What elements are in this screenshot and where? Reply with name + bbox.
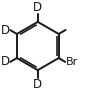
Text: D: D [1, 55, 10, 68]
Text: Br: Br [66, 57, 78, 67]
Text: D: D [1, 24, 10, 37]
Text: D: D [33, 78, 42, 91]
Text: D: D [33, 1, 42, 14]
